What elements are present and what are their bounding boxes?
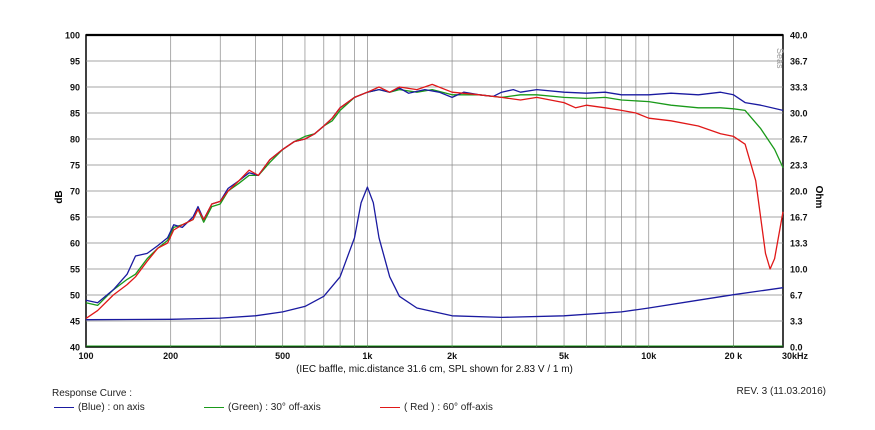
y-tick-label-left: 50 (70, 291, 80, 301)
legend-label-blue: (Blue) : on axis (78, 402, 145, 413)
y-tick-label-right: 13.3 (790, 239, 808, 249)
y-tick-label-right: 40.0 (790, 31, 808, 41)
y-tick-label-right: 0.0 (790, 343, 803, 353)
legend-item-blue: (Blue) : on axis (54, 402, 145, 413)
x-tick-label: 5k (559, 351, 570, 361)
y-tick-label-left: 75 (70, 161, 80, 171)
series-line-red (85, 83, 784, 319)
y-tick-label-left: 55 (70, 265, 80, 275)
revision-label: REV. 3 (11.03.2016) (736, 386, 826, 397)
y-tick-label-right: 10.0 (790, 265, 808, 275)
y-tick-label-left: 60 (70, 239, 80, 249)
y-tick-label-right: 26.7 (790, 135, 808, 145)
y-tick-label-left: 85 (70, 109, 80, 119)
y-axis-label-left: dB (54, 190, 65, 203)
y-tick-label-right: 20.0 (790, 187, 808, 197)
x-tick-label: 500 (275, 351, 290, 361)
y-tick-label-left: 40 (70, 343, 80, 353)
y-tick-label-left: 100 (65, 31, 80, 41)
x-tick-label: 30kHz (782, 351, 809, 361)
y-tick-label-right: 23.3 (790, 161, 808, 171)
legend-item-green: (Green) : 30° off-axis (204, 402, 321, 413)
y-tick-label-left: 95 (70, 57, 80, 67)
y-tick-label-left: 80 (70, 135, 80, 145)
x-tick-label: 10k (641, 351, 657, 361)
x-tick-label: 1k (362, 351, 373, 361)
legend-label-green: (Green) : 30° off-axis (228, 402, 321, 413)
y-tick-label-right: 16.7 (790, 213, 808, 223)
x-axis-label: (IEC baffle, mic.distance 31.6 cm, SPL s… (296, 364, 573, 375)
watermark-text: Seas (775, 48, 785, 69)
x-tick-label: 2k (447, 351, 458, 361)
y-tick-label-right: 33.3 (790, 83, 808, 93)
frequency-response-chart: Seas 40 45 50 55 60 65 70 75 80 85 90 95 100 0.0 3.3 6.7… (54, 31, 824, 376)
x-tick-label: 200 (163, 351, 178, 361)
y-tick-label-left: 45 (70, 317, 80, 327)
y-tick-label-right: 6.7 (790, 291, 803, 301)
y-tick-label-right: 36.7 (790, 57, 808, 67)
y-tick-label-right: 30.0 (790, 109, 808, 119)
legend-label-red: ( Red ) : 60° off-axis (404, 402, 493, 413)
y-tick-label-left: 90 (70, 83, 80, 93)
series-line-impedance (85, 186, 784, 321)
legend-title: Response Curve : (52, 388, 133, 399)
legend-item-red: ( Red ) : 60° off-axis (380, 402, 493, 413)
x-tick-label: 20 k (725, 351, 744, 361)
y-tick-label-right: 3.3 (790, 317, 803, 327)
y-axis-label-right: Ohm (813, 186, 824, 209)
y-tick-label-left: 65 (70, 213, 80, 223)
y-tick-label-left: 70 (70, 187, 80, 197)
x-tick-label: 100 (78, 351, 93, 361)
